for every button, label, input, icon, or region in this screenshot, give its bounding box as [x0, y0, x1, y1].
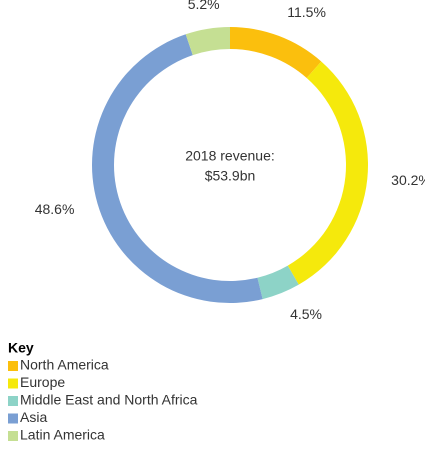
legend-title: Key: [8, 340, 34, 356]
legend-label: Europe: [20, 374, 65, 390]
legend-label: Middle East and North Africa: [20, 392, 198, 408]
donut-segment: [230, 27, 322, 78]
legend-swatch: [8, 361, 18, 371]
legend-label: Asia: [20, 409, 47, 425]
center-text: $53.9bn: [205, 168, 256, 184]
legend-swatch: [8, 413, 18, 424]
legend-label: North America: [20, 357, 109, 373]
donut-segment: [257, 265, 299, 300]
donut-segment: [287, 61, 368, 285]
legend-swatch: [8, 378, 18, 389]
donut-segment: [185, 27, 230, 56]
data-label: 30.2%: [391, 172, 425, 188]
legend-swatch: [8, 396, 18, 406]
data-label: 48.6%: [35, 201, 75, 217]
data-label: 4.5%: [290, 306, 322, 322]
donut-segment: [91, 34, 263, 304]
center-text: 2018 revenue:: [185, 148, 275, 164]
data-label: 11.5%: [287, 4, 326, 20]
legend-swatch: [8, 431, 18, 441]
data-label: 5.2%: [188, 0, 220, 12]
legend-label: Latin America: [20, 427, 105, 443]
